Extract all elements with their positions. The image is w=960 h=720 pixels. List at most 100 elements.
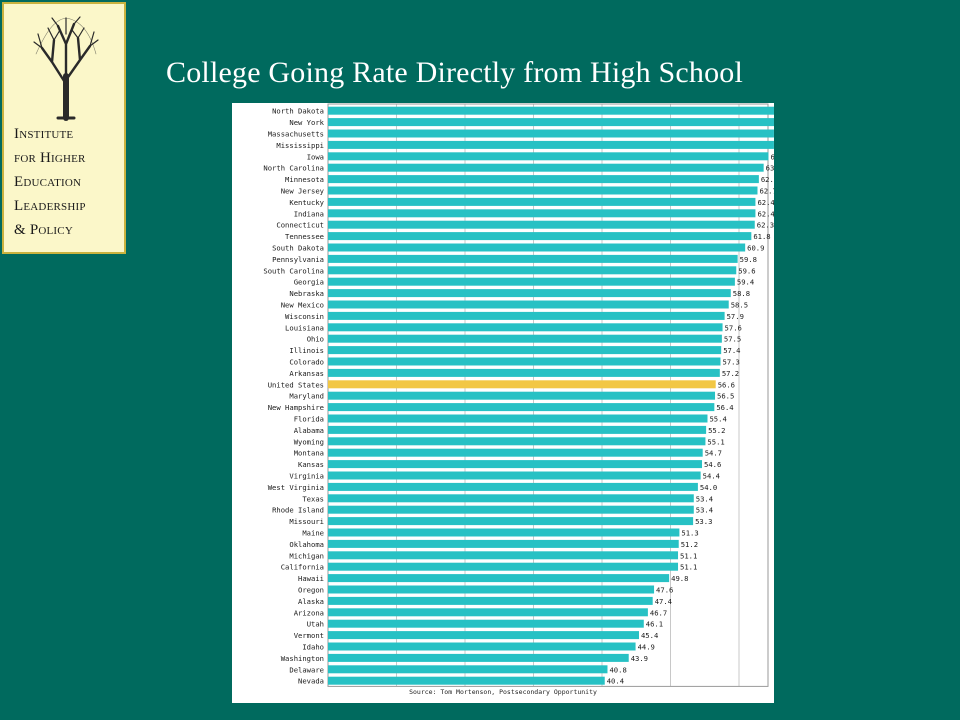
value-label: 62.3 <box>757 221 774 230</box>
bar <box>328 482 698 491</box>
category-label: North Dakota <box>272 107 324 116</box>
bar-highlight <box>328 380 716 389</box>
category-label: South Dakota <box>272 244 324 253</box>
category-label: Delaware <box>289 665 324 674</box>
bar <box>328 346 722 355</box>
value-label: 40.8 <box>609 665 626 674</box>
category-label: Nevada <box>298 677 324 686</box>
category-label: Virginia <box>289 472 324 481</box>
value-label: 62.4 <box>757 209 774 218</box>
value-label: 61.8 <box>753 232 770 241</box>
value-label: 57.6 <box>725 323 742 332</box>
value-label: 60.9 <box>747 244 764 253</box>
bar <box>328 357 721 366</box>
category-label: Pennsylvania <box>272 255 324 264</box>
category-label: Kansas <box>298 460 324 469</box>
logo-line: Education <box>14 174 82 190</box>
bar <box>328 368 720 377</box>
value-label: 51.2 <box>681 540 698 549</box>
category-label: Colorado <box>289 358 324 367</box>
category-label: United States <box>268 380 324 389</box>
category-label: Connecticut <box>276 221 324 230</box>
value-label: 46.1 <box>646 620 663 629</box>
value-label: 54.6 <box>704 460 721 469</box>
value-label: 53.3 <box>695 517 712 526</box>
bar <box>328 254 738 263</box>
value-label: 57.3 <box>723 358 740 367</box>
value-label: 56.5 <box>717 392 734 401</box>
bar <box>328 152 769 161</box>
category-label: New Mexico <box>281 301 324 310</box>
bar <box>328 220 755 229</box>
category-label: Illinois <box>289 346 324 355</box>
bar <box>328 505 694 514</box>
category-label: Arkansas <box>289 369 324 378</box>
category-label: Georgia <box>294 278 324 287</box>
category-label: Kentucky <box>289 198 324 207</box>
bar <box>328 460 703 469</box>
value-label: 45.4 <box>641 631 658 640</box>
logo-line: Institute <box>14 126 74 142</box>
bar <box>328 471 701 480</box>
value-label: 62.7 <box>759 187 774 196</box>
value-label: 62.9 <box>761 175 774 184</box>
value-label: 44.9 <box>638 643 655 652</box>
category-label: Nebraska <box>289 289 324 298</box>
bar <box>328 106 774 115</box>
bar <box>328 676 605 685</box>
value-label: 63.6 <box>766 164 774 173</box>
logo-line: Leadership <box>14 198 86 214</box>
category-label: Arizona <box>294 608 324 617</box>
logo-line: for Higher <box>14 150 86 166</box>
bar <box>328 528 680 537</box>
value-label: 47.4 <box>655 597 672 606</box>
category-label: Washington <box>281 654 324 663</box>
bar-chart: North Dakota73.7%New York68.7Massachuset… <box>263 103 774 687</box>
bar <box>328 414 708 423</box>
value-label: 59.4 <box>737 278 754 287</box>
tree-icon <box>33 16 99 121</box>
category-label: Missouri <box>289 517 324 526</box>
category-label: Louisiana <box>285 323 324 332</box>
bar <box>328 118 774 127</box>
value-label: 46.7 <box>650 608 667 617</box>
category-label: Montana <box>294 449 324 458</box>
bar <box>328 425 707 434</box>
value-label: 59.8 <box>740 255 757 264</box>
category-label: Alaska <box>298 597 324 606</box>
bar <box>328 494 694 503</box>
bar <box>328 163 764 172</box>
value-label: 53.4 <box>696 506 713 515</box>
value-label: 62.4 <box>757 198 774 207</box>
category-label: Mississippi <box>276 141 324 150</box>
bar <box>328 289 731 298</box>
bar <box>328 653 629 662</box>
bar <box>328 437 706 446</box>
category-label: Iowa <box>307 152 324 161</box>
bar <box>328 140 774 149</box>
logo-line: & Policy <box>14 222 73 238</box>
category-label: Rhode Island <box>272 506 324 515</box>
category-label: Minnesota <box>285 175 324 184</box>
bar <box>328 585 655 594</box>
value-label: 53.4 <box>696 494 713 503</box>
value-label: 57.9 <box>727 312 744 321</box>
category-label: New Hampshire <box>268 403 324 412</box>
value-label: 51.1 <box>680 563 697 572</box>
value-label: 57.2 <box>722 369 739 378</box>
category-label: Oregon <box>298 586 324 595</box>
bar <box>328 300 729 309</box>
value-label: 64.3 <box>770 152 774 161</box>
bar <box>328 197 756 206</box>
value-label: 58.5 <box>731 301 748 310</box>
category-label: North Carolina <box>263 164 324 173</box>
category-label: West Virginia <box>268 483 324 492</box>
value-label: 56.4 <box>716 403 733 412</box>
value-label: 58.8 <box>733 289 750 298</box>
category-label: California <box>281 563 324 572</box>
bar <box>328 209 756 218</box>
value-label: 55.1 <box>707 437 724 446</box>
bar <box>328 266 737 275</box>
bar <box>328 334 722 343</box>
value-label: 51.3 <box>681 529 698 538</box>
